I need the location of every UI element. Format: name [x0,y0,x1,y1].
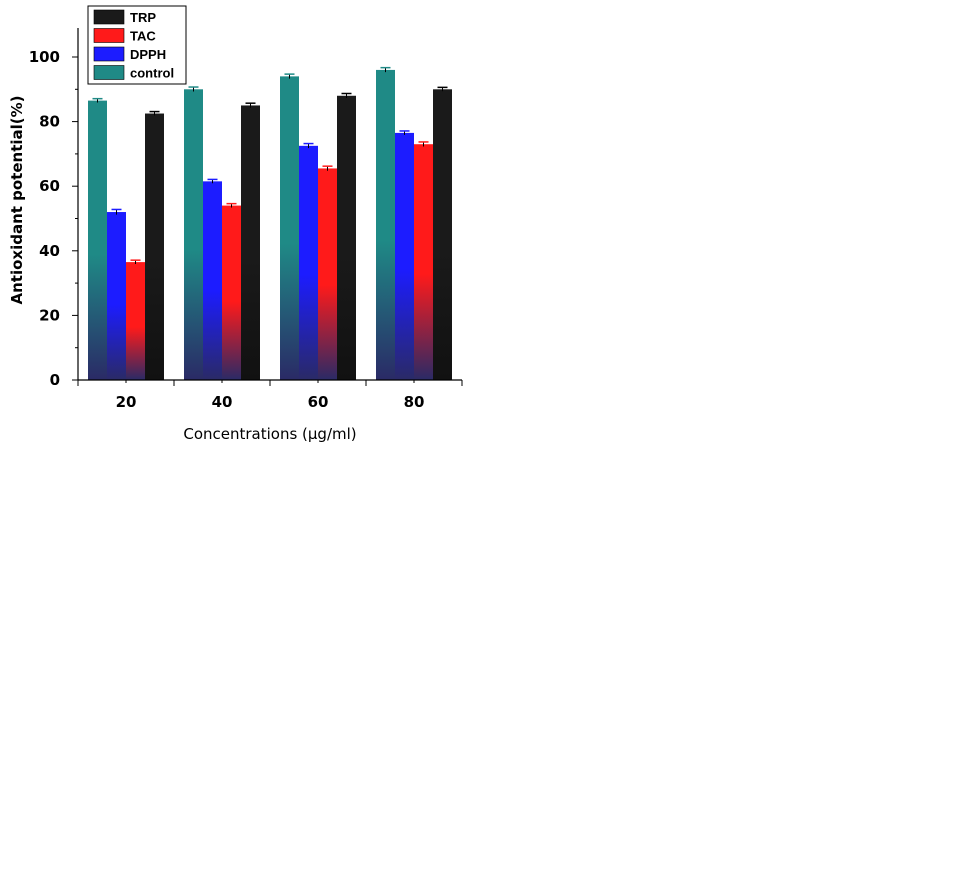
legend-swatch-DPPH [93,46,125,62]
x-tick-label-80: 80 [404,393,425,411]
bar-control-60 [280,76,299,380]
bar-TRP-20 [145,113,164,381]
bar-TRP-80 [433,89,452,381]
bar-DPPH-80 [395,132,414,380]
legend-label-TRP: TRP [130,10,156,25]
bars-layer [88,66,452,381]
legend-swatch-control [93,65,125,80]
ticks: 0 20 40 60 80 100 20 40 60 80 [29,48,463,411]
bar-TAC-20 [126,262,145,380]
bar-TRP-40 [241,105,260,380]
bar-TRP-60 [337,95,356,380]
bar-TAC-40 [222,205,241,380]
legend-label-control: control [130,66,174,81]
y-axis-title: Antioxidant potential(%) [8,95,26,304]
legend-label-TAC: TAC [130,29,156,44]
y-tick-label-20: 20 [39,306,60,324]
y-tick-label-80: 80 [39,113,60,131]
bar-TAC-60 [318,168,337,380]
x-tick-label-60: 60 [308,393,329,411]
y-tick-label-60: 60 [39,177,60,195]
legend-swatch-TRP [93,9,125,25]
y-tick-label-40: 40 [39,242,60,260]
legend-swatch-TAC [93,28,125,43]
bar-DPPH-40 [203,181,222,380]
bar-DPPH-20 [107,212,126,380]
x-tick-label-40: 40 [212,393,233,411]
bar-TAC-80 [414,144,433,380]
bar-DPPH-60 [299,145,318,380]
y-tick-label-100: 100 [29,48,60,66]
x-tick-label-20: 20 [116,393,137,411]
legend-label-DPPH: DPPH [130,47,166,62]
legend: TRP TAC DPPH control [87,5,187,85]
x-axis-title: Concentrations (µg/ml) [183,425,356,443]
bar-control-80 [376,69,395,381]
bar-control-40 [184,89,203,381]
y-tick-label-0: 0 [50,371,60,389]
bar-control-20 [88,100,107,380]
